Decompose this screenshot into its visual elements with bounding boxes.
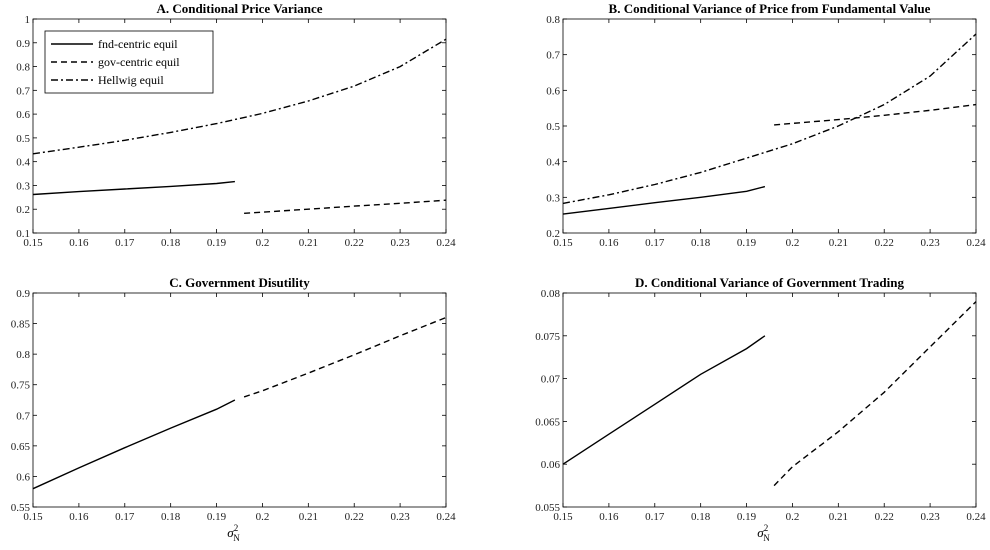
legend-label: gov-centric equil <box>98 55 180 69</box>
x-tick-label: 0.2 <box>786 511 800 523</box>
x-axis-label: σ2 N <box>757 523 770 543</box>
chart-title: A. Conditional Price Variance <box>156 1 322 16</box>
chart-title: B. Conditional Variance of Price from Fu… <box>609 1 931 16</box>
y-tick-label: 0.75 <box>11 380 31 392</box>
legend-label: Hellwig equil <box>98 73 164 87</box>
x-tick-label: 0.19 <box>207 237 227 249</box>
y-tick-label: 0.9 <box>16 38 30 50</box>
x-tick-label: 0.15 <box>553 511 573 523</box>
plot-area <box>32 292 447 508</box>
y-tick-label: 0.2 <box>16 204 30 216</box>
y-tick-label: 0.08 <box>541 288 561 300</box>
series-line-gov-centric-equil <box>774 103 977 126</box>
plot-area <box>32 18 447 234</box>
y-tick-label: 0.3 <box>16 180 30 192</box>
x-tick-label: 0.21 <box>299 237 318 249</box>
x-tick-label: 0.24 <box>436 511 456 523</box>
y-tick-label: 0.4 <box>546 157 560 169</box>
y-tick-label: 0.85 <box>11 319 31 331</box>
y-tick-label: 0.4 <box>16 157 30 169</box>
y-tick-label: 0.8 <box>16 62 30 74</box>
y-tick-label: 0.5 <box>546 121 560 133</box>
y-tick-label: 0.07 <box>541 374 561 386</box>
x-tick-label: 0.18 <box>691 511 711 523</box>
y-tick-label: 0.3 <box>546 192 560 204</box>
x-tick-label: 0.24 <box>966 511 986 523</box>
y-tick-label: 0.9 <box>16 288 30 300</box>
x-tick-label: 0.24 <box>966 237 986 249</box>
chart-title: D. Conditional Variance of Government Tr… <box>635 275 904 290</box>
series-line-fnd-centric-equil <box>32 180 235 196</box>
series-line-fnd-centric-equil <box>562 335 766 465</box>
x-tick-label: 0.21 <box>299 511 318 523</box>
x-tick-label: 0.19 <box>207 511 227 523</box>
x-tick-label: 0.23 <box>390 511 410 523</box>
x-tick-label: 0.22 <box>345 511 364 523</box>
x-tick-label: 0.19 <box>737 511 757 523</box>
x-tick-label: 0.15 <box>553 237 573 249</box>
x-tick-label: 0.21 <box>829 237 848 249</box>
x-tick-label: 0.18 <box>691 237 711 249</box>
x-tick-label: 0.19 <box>737 237 757 249</box>
plot-area <box>562 292 977 508</box>
y-tick-label: 0.8 <box>16 349 30 361</box>
x-tick-label: 0.16 <box>599 237 619 249</box>
y-tick-label: 0.06 <box>541 459 561 471</box>
x-tick-label: 0.21 <box>829 511 848 523</box>
y-tick-label: 0.55 <box>11 502 31 514</box>
y-tick-label: 0.075 <box>535 331 560 343</box>
y-tick-label: 0.7 <box>16 85 30 97</box>
x-tick-label: 0.22 <box>875 237 894 249</box>
x-tick-label: 0.17 <box>115 237 135 249</box>
y-tick-label: 0.6 <box>16 471 30 483</box>
y-tick-label: 0.7 <box>16 410 30 422</box>
series-line-fnd-centric-equil <box>562 185 766 215</box>
x-tick-label: 0.22 <box>875 511 894 523</box>
chart-panel-4: D. Conditional Variance of Government Tr… <box>535 275 986 543</box>
y-tick-label: 0.7 <box>546 50 560 62</box>
x-tick-label: 0.18 <box>161 511 181 523</box>
y-tick-label: 0.065 <box>535 416 560 428</box>
y-tick-label: 0.6 <box>16 109 30 121</box>
chart-title: C. Government Disutility <box>169 275 310 290</box>
x-tick-label: 0.2 <box>256 511 270 523</box>
x-tick-label: 0.15 <box>23 237 43 249</box>
chart-panel-3: C. Government Disutility 0.15 0.16 0.17 0.18… <box>11 275 456 543</box>
x-tick-label: 0.15 <box>23 511 43 523</box>
y-tick-label: 0.65 <box>11 441 31 453</box>
x-tick-label: 0.18 <box>161 237 181 249</box>
x-tick-label: 0.24 <box>436 237 456 249</box>
legend-label: fnd-centric equil <box>98 37 178 51</box>
y-tick-label: 0.2 <box>546 228 560 240</box>
x-tick-label: 0.17 <box>115 511 135 523</box>
x-axis-label: σ2 N <box>227 523 240 543</box>
x-tick-label: 0.17 <box>645 237 665 249</box>
x-tick-label: 0.2 <box>256 237 270 249</box>
series-line-gov-centric-equil <box>244 199 447 214</box>
x-tick-label: 0.16 <box>69 511 89 523</box>
x-tick-label: 0.16 <box>599 511 619 523</box>
series-line-fnd-centric-equil <box>32 399 236 490</box>
y-tick-label: 0.8 <box>546 14 560 26</box>
chart-panel-1: A. Conditional Price Variance 0.15 0.16 0.1… <box>16 1 456 249</box>
series-line-gov-centric-equil <box>773 301 977 487</box>
x-tick-label: 0.22 <box>345 237 364 249</box>
y-tick-label: 0.1 <box>16 228 30 240</box>
y-tick-label: 1 <box>25 14 31 26</box>
x-tick-label: 0.23 <box>390 237 410 249</box>
plot-area <box>562 18 977 234</box>
y-tick-label: 0.6 <box>546 85 560 97</box>
y-tick-label: 0.5 <box>16 133 30 145</box>
series-line-gov-centric-equil <box>243 316 447 398</box>
chart-panel-2: B. Conditional Variance of Price from Fu… <box>546 1 986 249</box>
x-tick-label: 0.16 <box>69 237 89 249</box>
legend: fnd-centric equil gov-centric equil Hellwi… <box>44 30 214 94</box>
y-tick-label: 0.055 <box>535 502 560 514</box>
x-tick-label: 0.2 <box>786 237 800 249</box>
x-tick-label: 0.23 <box>920 511 940 523</box>
series-line-hellwig-equil <box>562 33 977 205</box>
x-tick-label: 0.17 <box>645 511 665 523</box>
x-tick-label: 0.23 <box>920 237 940 249</box>
